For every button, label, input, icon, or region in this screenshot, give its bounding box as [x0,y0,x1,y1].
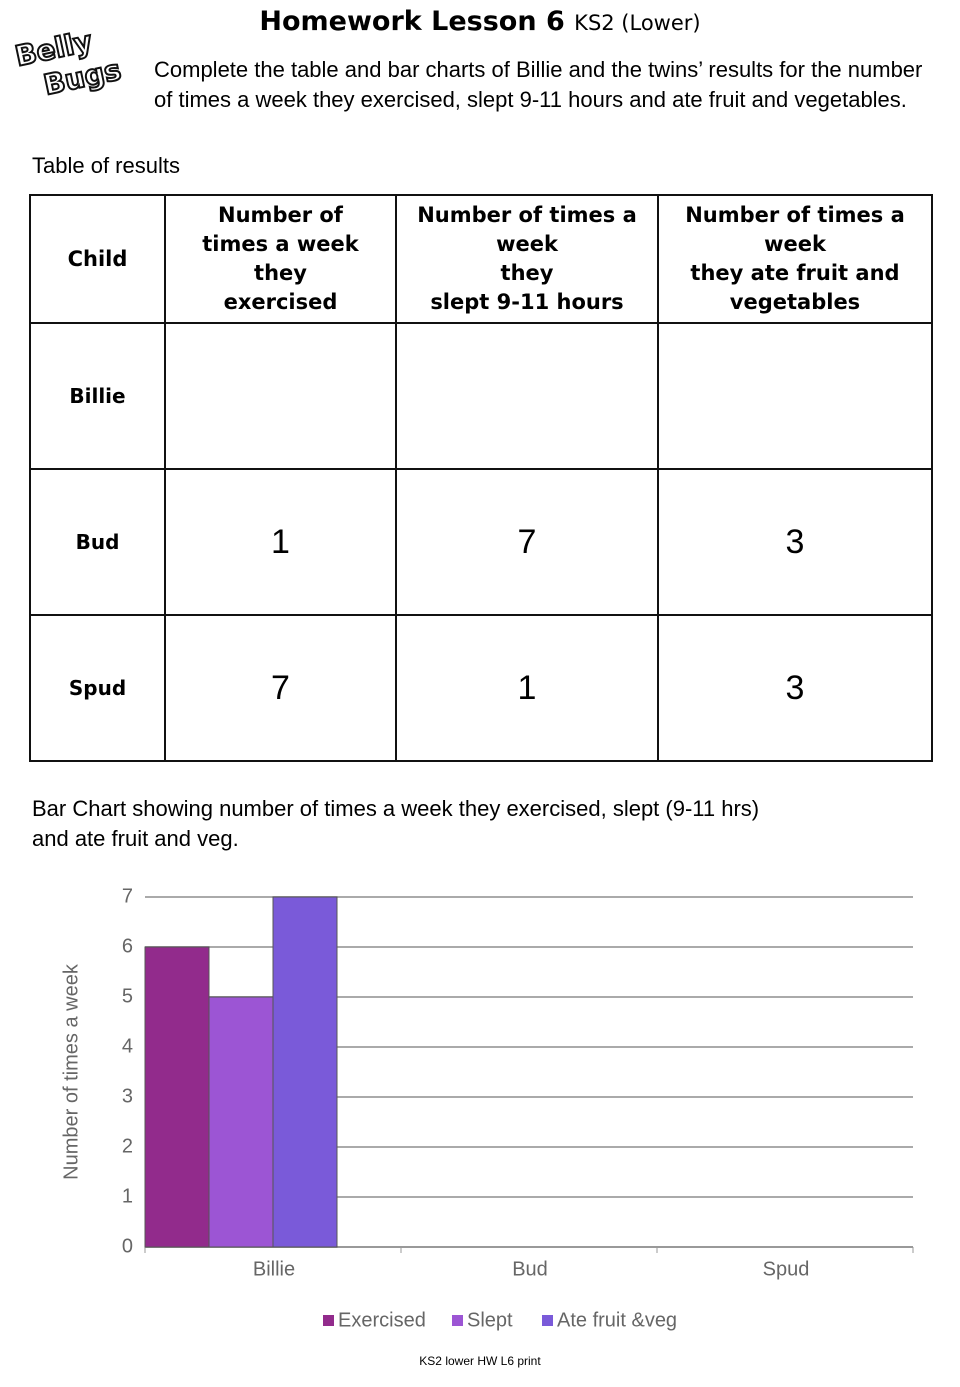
y-tick-label: 2 [122,1135,133,1157]
cell [395,322,659,470]
y-tick-label: 7 [122,885,133,907]
x-tick-label: Spud [763,1258,810,1280]
chart-caption: Bar Chart showing number of times a week… [32,796,760,851]
y-tick-label: 4 [122,1035,133,1057]
cell [657,322,933,470]
legend-label: Ate fruit &veg [557,1309,677,1331]
y-axis-label: Number of times a week [60,963,82,1180]
y-tick-label: 5 [122,985,133,1007]
legend-swatch [323,1315,334,1326]
cell: 1 [395,614,659,762]
legend-label: Exercised [338,1309,426,1331]
chart: 0 1 2 3 4 5 6 7 Number of times a week Billie Bud S… [60,885,914,1331]
column-header: Number of times a week they exercised [164,194,397,324]
legend-swatch [542,1315,553,1326]
cell: 3 [657,614,933,762]
cell: Bud [29,468,166,616]
title-main: Homework Lesson 6 [259,6,565,37]
footer: KS2 lower HW L6 print [419,1354,541,1368]
table-caption: Table of results [32,153,180,178]
y-tick-label: 0 [122,1235,133,1257]
cell: 7 [395,468,659,616]
legend-label: Slept [467,1309,513,1331]
x-tick-label: Bud [512,1258,548,1280]
cell: 7 [164,614,397,762]
bar [208,996,274,1248]
title-suffix: KS2 (Lower) [574,11,701,35]
results-table: Child Number of times a week they exerci… [29,194,933,762]
x-tick-label: Billie [253,1258,295,1280]
legend-swatch [452,1315,463,1326]
y-tick-label: 3 [122,1085,133,1107]
instructions: Complete the table and bar charts of Bil… [154,57,923,112]
column-header: Child [29,194,166,324]
column-header: Number of times a week they ate fruit an… [657,194,933,324]
bar [144,946,210,1248]
cell [164,322,397,470]
cell: 1 [164,468,397,616]
y-tick-label: 6 [122,935,133,957]
title: Homework Lesson 6 KS2 (Lower) [0,6,960,37]
cell: Spud [29,614,166,762]
column-header: Number of times a week they slept 9-11 h… [395,194,659,324]
bar [272,896,338,1248]
y-tick-label: 1 [122,1185,133,1207]
cell: 3 [657,468,933,616]
cell: Billie [29,322,166,470]
